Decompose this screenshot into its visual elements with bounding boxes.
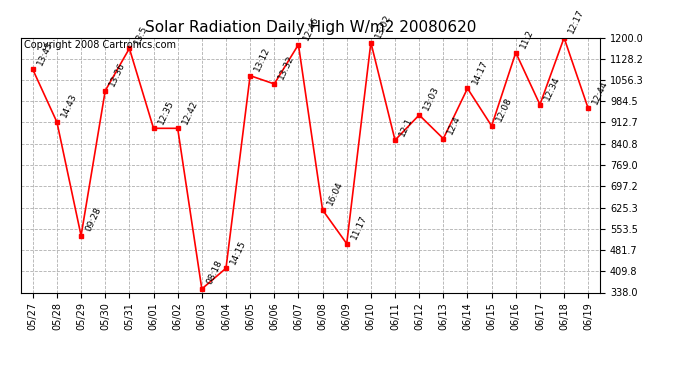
Text: 13:5: 13:5 — [132, 24, 149, 46]
Text: 16:04: 16:04 — [326, 180, 344, 207]
Text: 12:44: 12:44 — [591, 79, 610, 106]
Title: Solar Radiation Daily High W/m2 20080620: Solar Radiation Daily High W/m2 20080620 — [145, 20, 476, 35]
Text: 11:17: 11:17 — [350, 214, 368, 241]
Text: 12:35: 12:35 — [157, 98, 175, 126]
Text: 13:43: 13:43 — [36, 39, 55, 67]
Text: 13:02: 13:02 — [374, 13, 393, 40]
Text: 13:36: 13:36 — [108, 61, 127, 88]
Text: 13:12: 13:12 — [253, 46, 272, 73]
Text: 11:2: 11:2 — [519, 28, 535, 50]
Text: 14:15: 14:15 — [229, 238, 248, 266]
Text: 12:42: 12:42 — [181, 99, 199, 126]
Text: 09:28: 09:28 — [84, 206, 103, 233]
Text: Copyright 2008 Cartronics.com: Copyright 2008 Cartronics.com — [23, 40, 175, 50]
Text: 12:34: 12:34 — [543, 75, 562, 102]
Text: 14:43: 14:43 — [60, 92, 79, 119]
Text: 12:17: 12:17 — [567, 8, 586, 35]
Text: 13:32: 13:32 — [277, 54, 296, 81]
Text: 12:1: 12:1 — [398, 116, 415, 137]
Text: 12:4: 12:4 — [446, 114, 463, 136]
Text: 08:18: 08:18 — [205, 259, 224, 286]
Text: 12:08: 12:08 — [495, 96, 513, 123]
Text: 13:03: 13:03 — [422, 85, 441, 112]
Text: 12:46: 12:46 — [302, 15, 320, 42]
Text: 14:17: 14:17 — [471, 58, 489, 86]
